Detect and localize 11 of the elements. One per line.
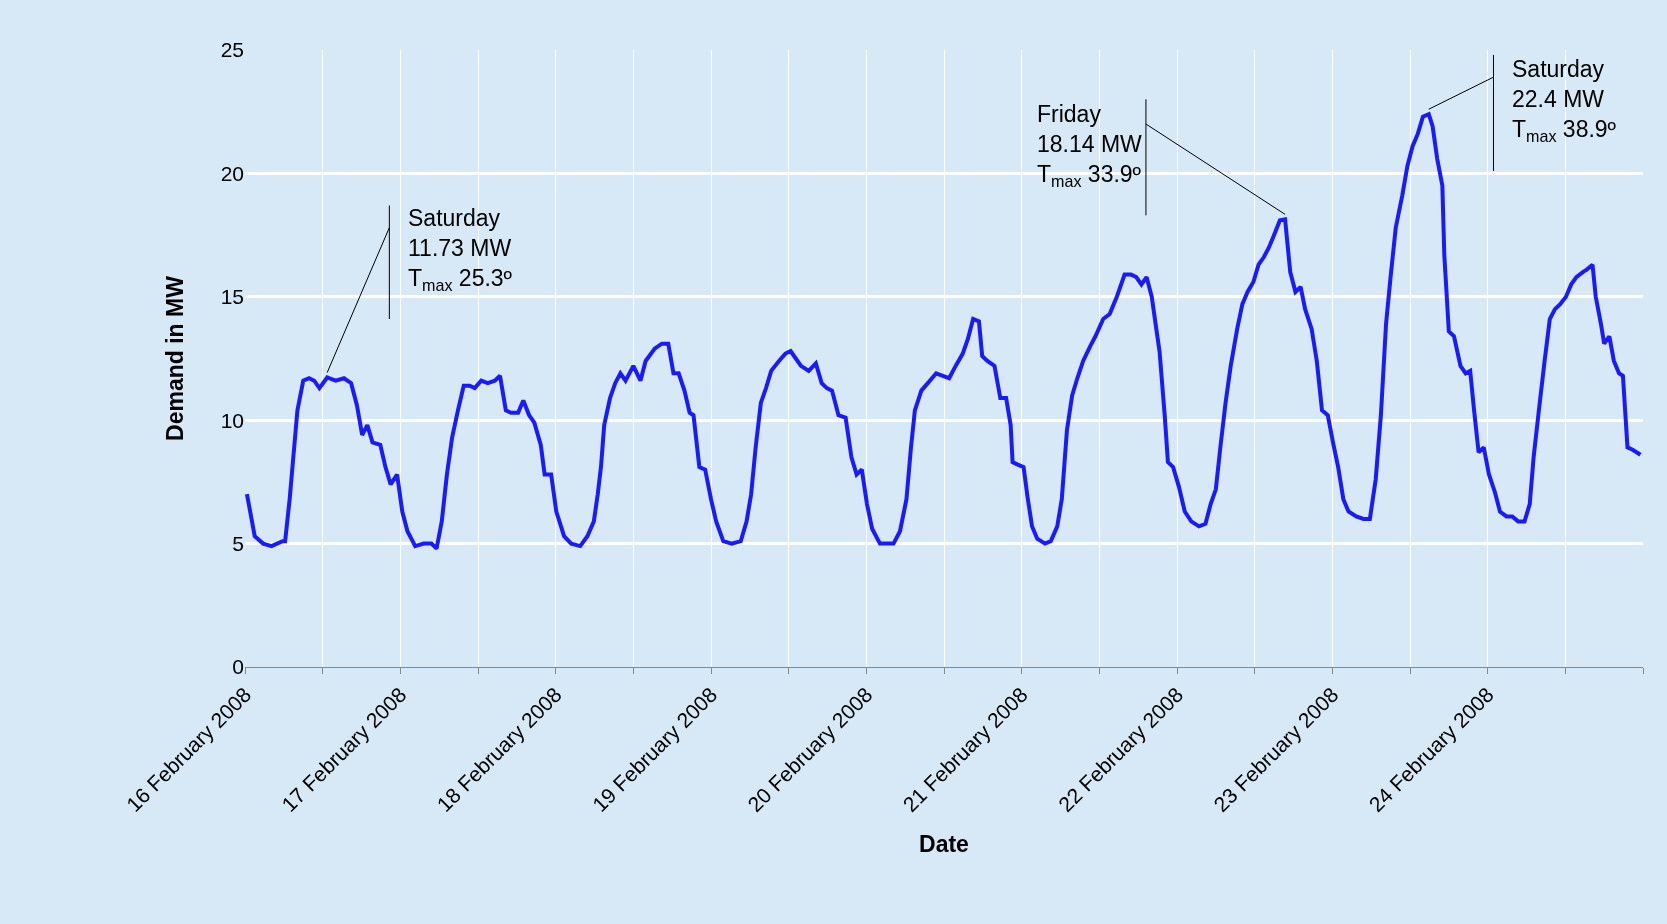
y-tick-label: 20 (220, 161, 244, 185)
y-tick-label: 25 (220, 38, 244, 62)
y-tick-label: 15 (220, 285, 244, 309)
annotation: Friday 18.14 MW T$_{max}$ 33.9º (1037, 101, 1143, 190)
y-tick-label: 10 (220, 408, 244, 432)
x-axis-title: Date (919, 830, 969, 857)
annotation: Saturday 11.73 MW T$_{max}$ 25.3º (408, 205, 513, 294)
y-axis-title: Demand in MW (162, 275, 189, 441)
y-tick-label: 5 (232, 531, 244, 555)
y-tick-label: 0 (232, 655, 244, 679)
annotation: Saturday 22.4 MW T$_{max}$ 38.9º (1512, 56, 1617, 145)
